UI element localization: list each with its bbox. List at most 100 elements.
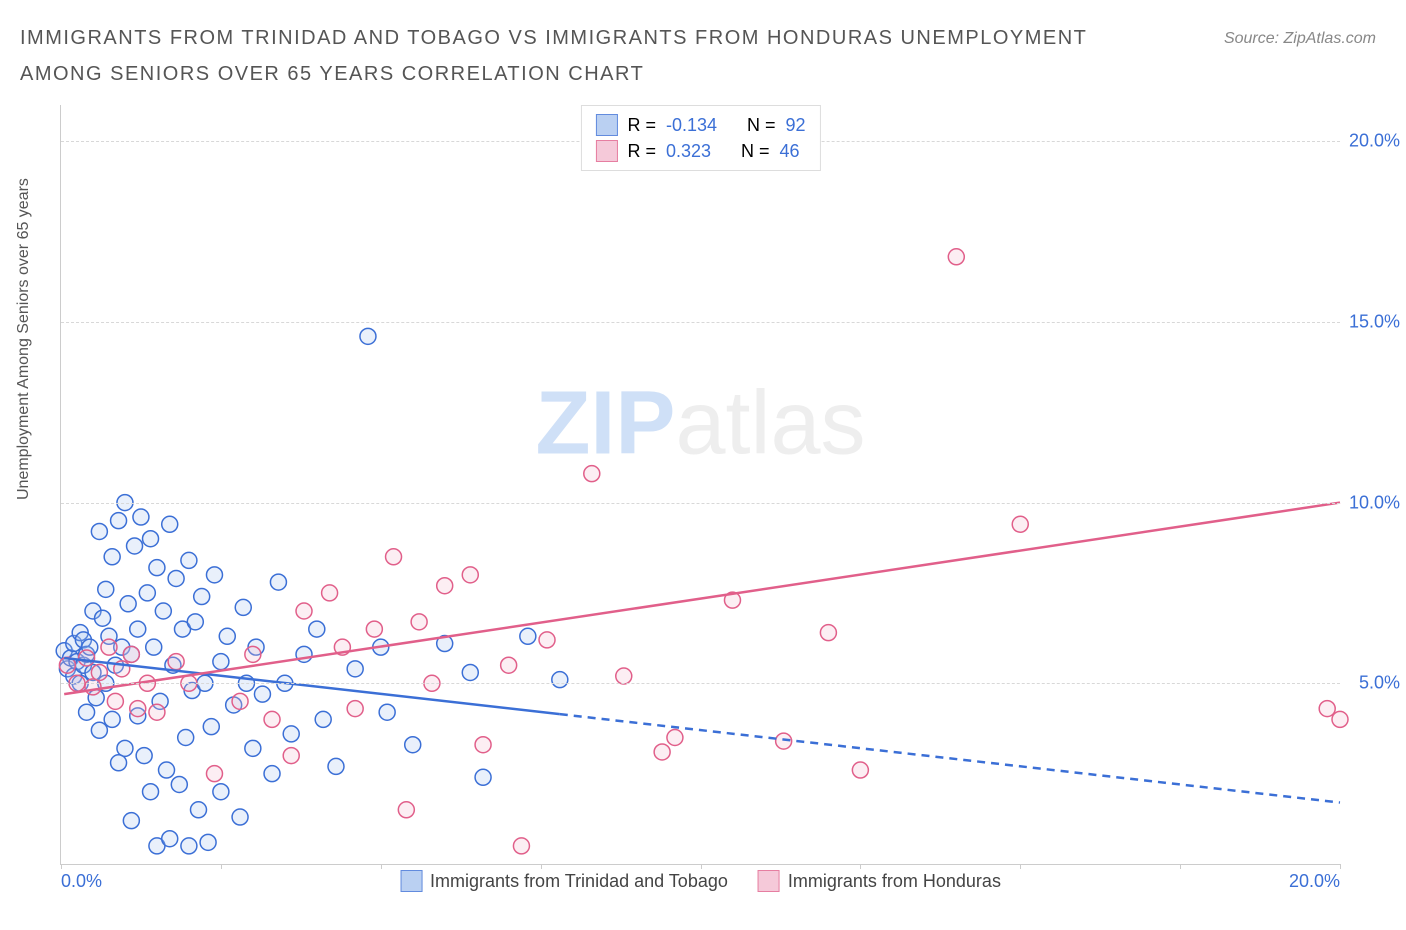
data-point <box>264 711 280 727</box>
swatch-icon <box>758 870 780 892</box>
data-point <box>347 701 363 717</box>
data-point <box>219 628 235 644</box>
data-point <box>107 693 123 709</box>
x-tick-mark <box>860 864 861 869</box>
data-point <box>159 762 175 778</box>
data-point <box>501 657 517 673</box>
gridline <box>61 503 1340 504</box>
data-point <box>181 552 197 568</box>
data-point <box>95 610 111 626</box>
y-tick-label: 20.0% <box>1345 131 1400 152</box>
data-point <box>232 693 248 709</box>
data-point <box>123 646 139 662</box>
chart-title: IMMIGRANTS FROM TRINIDAD AND TOBAGO VS I… <box>20 20 1120 92</box>
data-point <box>254 686 270 702</box>
legend-item-honduras: Immigrants from Honduras <box>758 870 1001 892</box>
data-point <box>1319 701 1335 717</box>
data-point <box>85 679 101 695</box>
data-point <box>104 711 120 727</box>
regression-line <box>64 503 1340 695</box>
data-point <box>347 661 363 677</box>
data-point <box>235 599 251 615</box>
data-point <box>136 748 152 764</box>
x-axis-min: 0.0% <box>61 871 102 892</box>
data-point <box>948 249 964 265</box>
x-tick-mark <box>701 864 702 869</box>
data-point <box>379 704 395 720</box>
data-point <box>309 621 325 637</box>
data-point <box>411 614 427 630</box>
data-point <box>139 585 155 601</box>
x-tick-mark <box>1180 864 1181 869</box>
data-point <box>117 740 133 756</box>
x-tick-mark <box>541 864 542 869</box>
data-point <box>162 516 178 532</box>
data-point <box>322 585 338 601</box>
data-point <box>123 813 139 829</box>
data-point <box>149 704 165 720</box>
data-point <box>245 646 261 662</box>
data-point <box>270 574 286 590</box>
data-point <box>171 776 187 792</box>
data-point <box>654 744 670 760</box>
legend-item-trinidad: Immigrants from Trinidad and Tobago <box>400 870 728 892</box>
y-tick-label: 5.0% <box>1345 673 1400 694</box>
stats-row-honduras: R = 0.323 N = 46 <box>595 138 805 164</box>
data-point <box>190 802 206 818</box>
data-point <box>162 831 178 847</box>
data-point <box>91 664 107 680</box>
data-point <box>360 328 376 344</box>
data-point <box>127 538 143 554</box>
data-point <box>539 632 555 648</box>
n-value: 92 <box>786 115 806 136</box>
data-point <box>178 730 194 746</box>
x-tick-mark <box>1340 864 1341 869</box>
data-point <box>143 531 159 547</box>
x-axis-max: 20.0% <box>1289 871 1340 892</box>
header: IMMIGRANTS FROM TRINIDAD AND TOBAGO VS I… <box>0 0 1406 102</box>
data-point <box>386 549 402 565</box>
data-point <box>203 719 219 735</box>
y-tick-label: 15.0% <box>1345 311 1400 332</box>
x-tick-mark <box>381 864 382 869</box>
data-point <box>520 628 536 644</box>
series-legend: Immigrants from Trinidad and Tobago Immi… <box>400 870 1001 892</box>
data-point <box>328 758 344 774</box>
data-point <box>405 737 421 753</box>
data-point <box>206 766 222 782</box>
y-axis-label: Unemployment Among Seniors over 65 years <box>15 178 33 500</box>
gridline <box>61 322 1340 323</box>
data-point <box>120 596 136 612</box>
data-point <box>1332 711 1348 727</box>
data-point <box>232 809 248 825</box>
data-point <box>852 762 868 778</box>
data-point <box>79 704 95 720</box>
data-point <box>667 730 683 746</box>
data-point <box>133 509 149 525</box>
data-point <box>111 513 127 529</box>
data-point <box>820 625 836 641</box>
data-point <box>200 834 216 850</box>
data-point <box>398 802 414 818</box>
data-point <box>168 570 184 586</box>
data-point <box>264 766 280 782</box>
data-point <box>213 654 229 670</box>
swatch-icon <box>595 114 617 136</box>
data-point <box>462 664 478 680</box>
data-point <box>104 549 120 565</box>
series-name: Immigrants from Honduras <box>788 871 1001 892</box>
x-tick-mark <box>1020 864 1021 869</box>
swatch-icon <box>595 140 617 162</box>
data-point <box>552 672 568 688</box>
swatch-icon <box>400 870 422 892</box>
data-point <box>181 838 197 854</box>
data-point <box>616 668 632 684</box>
data-point <box>296 603 312 619</box>
data-point <box>101 639 117 655</box>
n-value: 46 <box>780 141 800 162</box>
data-point <box>91 523 107 539</box>
gridline <box>61 683 1340 684</box>
data-point <box>143 784 159 800</box>
data-point <box>79 650 95 666</box>
data-point <box>213 784 229 800</box>
